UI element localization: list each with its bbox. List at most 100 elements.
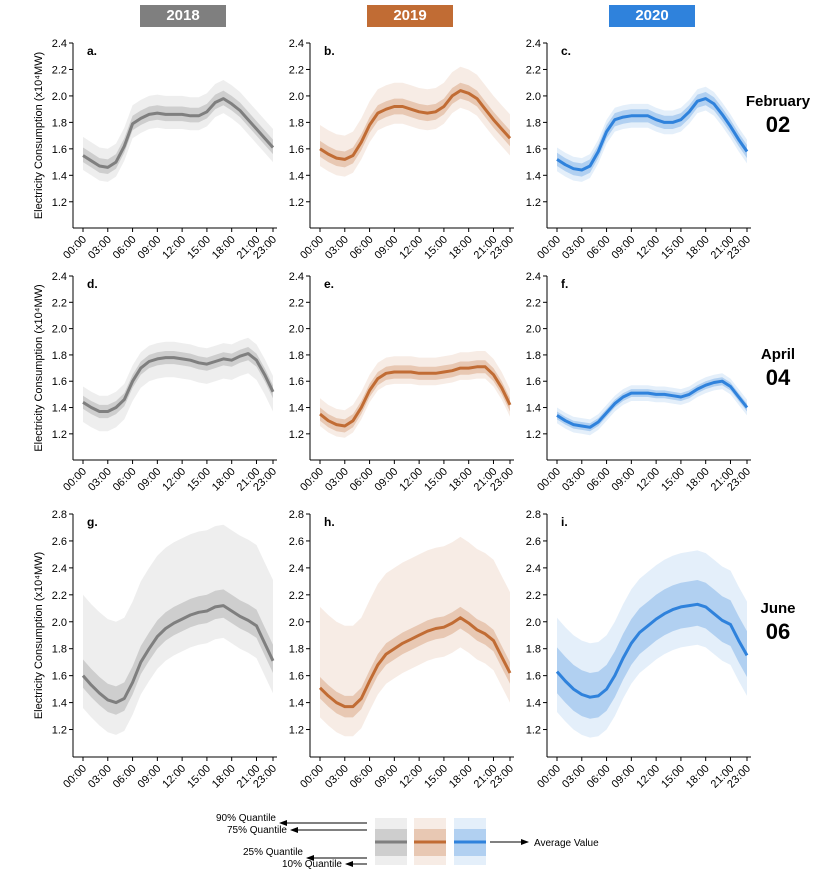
x-tick-label: 12:00: [634, 763, 662, 791]
x-tick-label: 09:00: [136, 466, 164, 494]
panel-label: a.: [87, 44, 97, 58]
x-tick-label: 12:00: [160, 763, 188, 791]
legend-q75-label: 75% Quantile: [227, 825, 287, 836]
y-tick-label: 2.2: [289, 590, 304, 602]
average-line: [556, 97, 749, 172]
x-tick-label: 09:00: [373, 763, 401, 791]
y-tick-label: 1.4: [52, 403, 67, 415]
x-tick-label: 06:00: [111, 234, 139, 262]
chart-panels: 1.21.41.61.82.02.22.400:0003:0006:0009:0…: [33, 38, 753, 791]
panel-g: 1.2 1.4 1.6 1.8 2.0 2.2 2.4 2.6 2.8 00:0003:0006:…: [33, 509, 279, 791]
panel-label: b.: [324, 44, 335, 58]
y-tick-label: 2.6: [526, 536, 541, 548]
quantile-band-25-75: [557, 377, 747, 432]
x-tick-label: 00:00: [535, 466, 563, 494]
quantile-band-25-75: [83, 347, 273, 419]
x-tick-label: 18:00: [684, 234, 712, 262]
panel-label: g.: [87, 515, 98, 529]
x-tick-label: 15:00: [185, 763, 213, 791]
quantile-band-10-90: [83, 80, 273, 182]
x-tick-label: 15:00: [185, 466, 213, 494]
x-tick-label: 15:00: [422, 466, 450, 494]
x-tick-label: 18:00: [210, 466, 238, 494]
y-axis-title: Electricity Consumption (x10⁴MW): [33, 284, 45, 451]
y-tick-label: 1.8: [52, 644, 67, 656]
y-tick-label: 2.0: [289, 617, 304, 629]
quantile-band-25-75: [557, 580, 747, 719]
y-tick-label: 1.6: [289, 144, 304, 156]
y-tick-label: 2.6: [52, 536, 67, 548]
x-tick-label: 12:00: [634, 466, 662, 494]
y-tick-label: 1.6: [526, 376, 541, 388]
y-tick-label: 1.6: [52, 376, 67, 388]
x-tick-label: 18:00: [447, 466, 475, 494]
y-tick-label: 1.6: [289, 671, 304, 683]
y-tick-label: 2.4: [52, 271, 67, 283]
y-tick-label: 2.8: [289, 509, 304, 521]
x-tick-label: 15:00: [659, 234, 687, 262]
panel-label: h.: [324, 515, 335, 529]
y-tick-label: 2.4: [526, 38, 541, 50]
average-line: [319, 89, 512, 161]
panel-label: e.: [324, 277, 334, 291]
x-tick-label: 09:00: [373, 466, 401, 494]
x-tick-label: 06:00: [348, 763, 376, 791]
panel-label: f.: [561, 277, 568, 291]
panel-label: i.: [561, 515, 568, 529]
x-tick-label: 06:00: [348, 234, 376, 262]
x-tick-label: 00:00: [61, 234, 89, 262]
month-name: February: [745, 93, 811, 110]
x-tick-label: 12:00: [397, 763, 425, 791]
average-line: [556, 379, 749, 429]
x-tick-label: 18:00: [447, 763, 475, 791]
quantile-band-25-75: [557, 92, 747, 177]
x-tick-label: 03:00: [86, 466, 114, 494]
y-tick-label: 1.4: [526, 698, 541, 710]
average-line: [82, 352, 275, 413]
month-label-february: February 02: [733, 93, 823, 138]
y-tick-label: 2.0: [52, 91, 67, 103]
quantile-band-10-90: [83, 337, 273, 432]
x-tick-label: 18:00: [684, 763, 712, 791]
panel-b: 1.2 1.4 1.6 1.8 2.0 2.2 2.4 00:0003:0006:0009:0…: [289, 38, 516, 262]
y-axis-title: Electricity Consumption (x10⁴MW): [33, 552, 45, 719]
x-tick-label: 06:00: [585, 234, 613, 262]
x-tick-label: 00:00: [298, 234, 326, 262]
average-line: [82, 97, 275, 169]
panel-e: 1.2 1.4 1.6 1.8 2.0 2.2 2.4 00:0003:0006:0009:0…: [289, 271, 516, 494]
quantile-band-25-75: [320, 360, 510, 433]
average-line: [318, 616, 512, 709]
panel-label: c.: [561, 44, 571, 58]
quantile-band-10-90: [83, 524, 273, 735]
y-tick-label: 1.8: [52, 350, 67, 362]
y-tick-label: 2.0: [289, 324, 304, 336]
y-tick-label: 1.2: [289, 429, 304, 441]
quantile-band-10-90: [557, 86, 747, 182]
legend-q10-label: 10% Quantile: [282, 859, 342, 870]
y-tick-label: 2.4: [289, 38, 304, 50]
y-tick-label: 1.8: [526, 350, 541, 362]
y-tick-label: 1.6: [52, 144, 67, 156]
x-tick-label: 18:00: [447, 234, 475, 262]
x-tick-label: 15:00: [185, 234, 213, 262]
y-tick-label: 1.2: [526, 429, 541, 441]
month-number: 04: [765, 365, 791, 390]
y-tick-label: 2.6: [289, 536, 304, 548]
y-tick-label: 1.8: [526, 644, 541, 656]
x-tick-label: 06:00: [585, 763, 613, 791]
average-line: [555, 602, 749, 699]
y-tick-label: 1.8: [526, 117, 541, 129]
year-header-2019: 2019: [367, 5, 453, 27]
month-name: April: [760, 346, 796, 363]
month-name: June: [760, 600, 796, 617]
x-tick-label: 18:00: [210, 763, 238, 791]
y-tick-label: 1.4: [289, 403, 304, 415]
x-tick-label: 15:00: [659, 763, 687, 791]
x-tick-label: 03:00: [560, 234, 588, 262]
y-tick-label: 2.4: [289, 563, 304, 575]
x-tick-label: 06:00: [111, 466, 139, 494]
x-tick-label: 12:00: [160, 234, 188, 262]
average-line: [319, 365, 512, 428]
y-tick-label: 2.2: [52, 590, 67, 602]
x-tick-label: 03:00: [86, 763, 114, 791]
